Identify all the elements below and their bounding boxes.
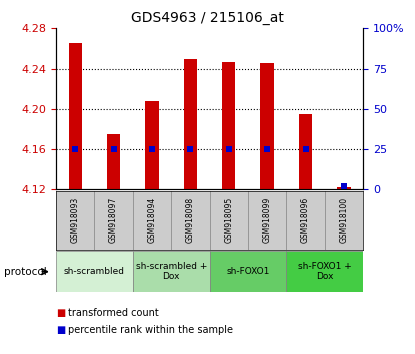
Text: protocol: protocol (4, 267, 47, 277)
Text: GSM918098: GSM918098 (186, 197, 195, 244)
Point (225, 146, 232, 152)
Point (110, 146, 117, 152)
Bar (56, 251, 133, 292)
Text: sh-FOXO1 +
Dox: sh-FOXO1 + Dox (298, 262, 352, 281)
Bar (184, 58, 197, 189)
Text: GSM918095: GSM918095 (224, 197, 233, 244)
Text: GSM918097: GSM918097 (109, 197, 118, 244)
Bar (286, 251, 363, 292)
Bar (107, 134, 120, 189)
Text: GSM918100: GSM918100 (339, 197, 349, 244)
Text: sh-scrambled +
Dox: sh-scrambled + Dox (136, 262, 207, 281)
Point (264, 146, 271, 152)
Bar (299, 114, 312, 189)
Text: GSM918094: GSM918094 (147, 197, 156, 244)
Text: transformed count: transformed count (68, 308, 159, 318)
Bar (261, 63, 274, 189)
Bar (337, 187, 351, 189)
Bar (145, 101, 159, 189)
Text: sh-scrambled: sh-scrambled (64, 267, 125, 276)
Text: GSM918093: GSM918093 (71, 197, 80, 244)
Point (187, 146, 194, 152)
Text: ■: ■ (56, 325, 65, 335)
Point (72, 146, 78, 152)
Point (341, 183, 347, 189)
Bar (222, 62, 235, 189)
Bar (68, 44, 82, 189)
Point (302, 146, 309, 152)
Text: GDS4963 / 215106_at: GDS4963 / 215106_at (131, 11, 284, 25)
Text: GSM918099: GSM918099 (263, 197, 272, 244)
Text: GSM918096: GSM918096 (301, 197, 310, 244)
Bar (133, 251, 210, 292)
Text: percentile rank within the sample: percentile rank within the sample (68, 325, 234, 335)
Text: ■: ■ (56, 308, 65, 318)
Point (149, 146, 155, 152)
Text: sh-FOXO1: sh-FOXO1 (226, 267, 270, 276)
Bar (210, 251, 286, 292)
